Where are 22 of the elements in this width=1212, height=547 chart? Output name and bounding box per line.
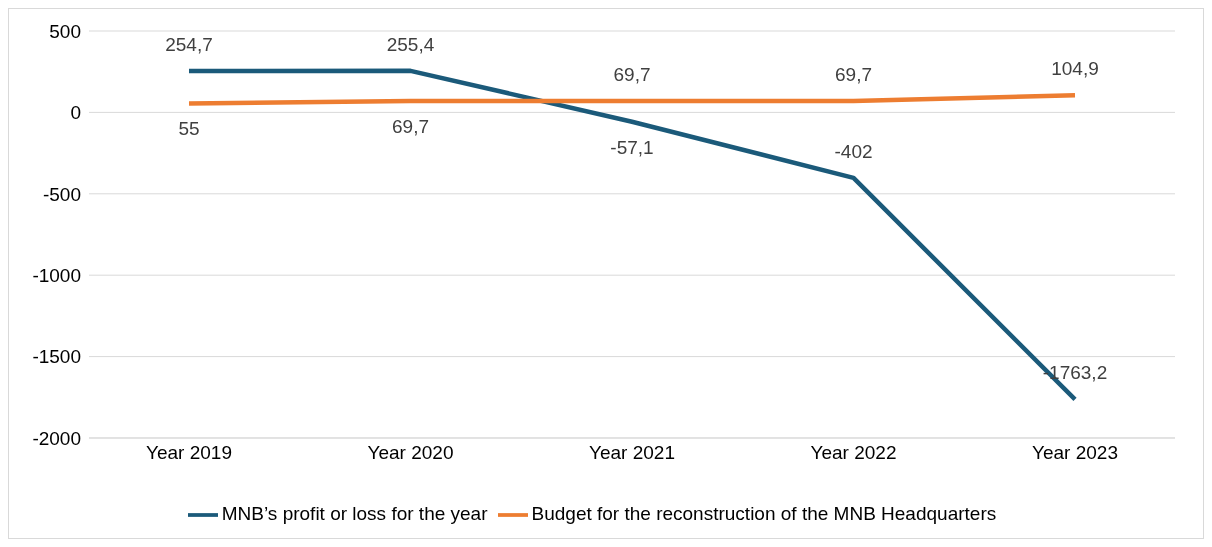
y-tick-label: -2000 bbox=[32, 427, 81, 449]
x-tick-label: Year 2020 bbox=[367, 442, 454, 464]
data-label: 69,7 bbox=[835, 64, 872, 86]
data-label: -402 bbox=[834, 140, 873, 162]
y-tick-label: 500 bbox=[49, 20, 81, 42]
y-tick-label: -1500 bbox=[32, 346, 81, 368]
x-tick-label: Year 2021 bbox=[589, 442, 675, 464]
y-tick-label: -1000 bbox=[32, 264, 81, 286]
y-tick-label: -500 bbox=[42, 183, 81, 205]
data-label: 69,7 bbox=[613, 64, 651, 86]
legend-label: Budget for the reconstruction of the MNB Headquarters bbox=[531, 503, 997, 525]
data-label: 55 bbox=[178, 118, 200, 140]
x-tick-label: Year 2022 bbox=[810, 442, 897, 464]
data-label: 254,7 bbox=[165, 33, 213, 55]
y-tick-label: 0 bbox=[70, 102, 81, 124]
data-label: 69,7 bbox=[392, 116, 429, 138]
data-label: -57,1 bbox=[610, 136, 654, 158]
legend-label: MNB’s profit or loss for the year bbox=[221, 503, 488, 525]
data-label: 104,9 bbox=[1051, 58, 1099, 80]
x-tick-label: Year 2019 bbox=[146, 442, 232, 464]
x-tick-label: Year 2023 bbox=[1032, 442, 1118, 464]
data-label: 255,4 bbox=[386, 33, 435, 55]
